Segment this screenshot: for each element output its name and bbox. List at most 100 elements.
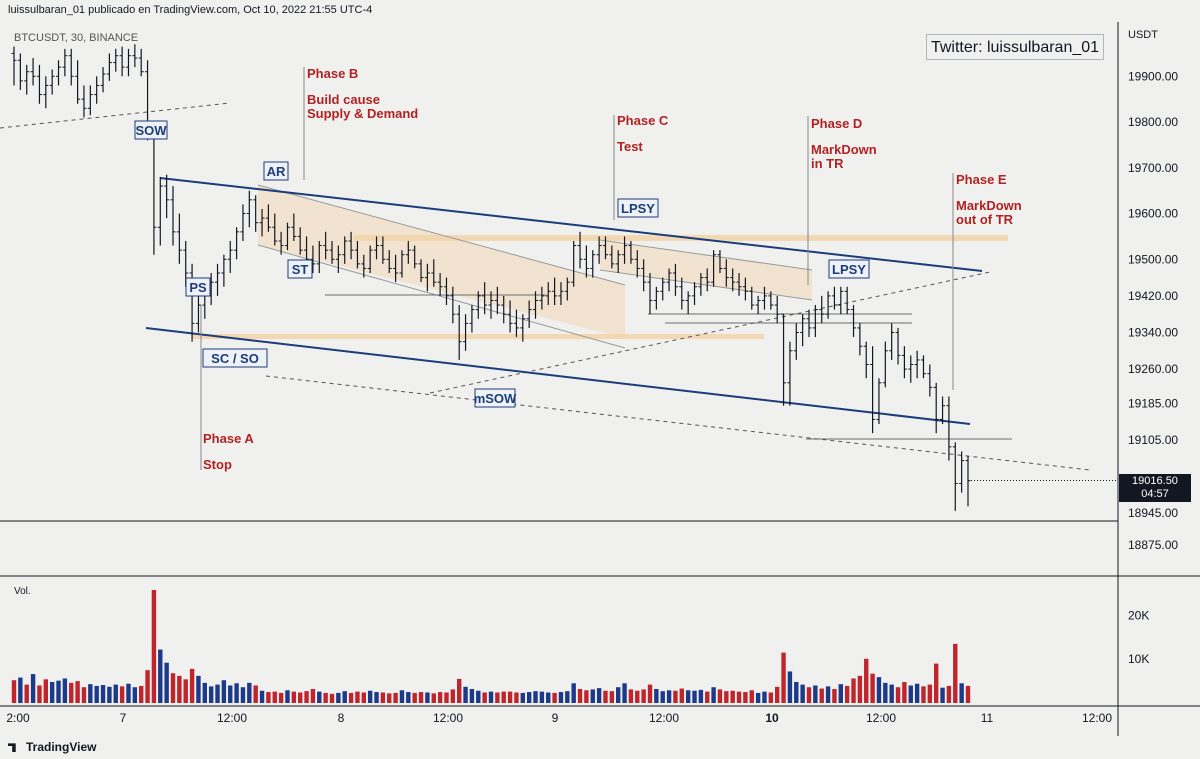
- volume-bar: [819, 688, 824, 703]
- volume-bar: [673, 690, 678, 703]
- volume-bar: [641, 689, 646, 703]
- ohlc-candle: [698, 273, 704, 296]
- ohlc-candle: [488, 291, 494, 319]
- dashed-trendline: [0, 102, 231, 129]
- volume-bar: [628, 689, 634, 703]
- volume-bar: [208, 686, 214, 703]
- volume-bar: [444, 692, 449, 703]
- volume-bar: [775, 686, 780, 703]
- bar-countdown: 04:57: [1141, 488, 1169, 500]
- ohlc-candle: [666, 268, 672, 292]
- volume-bar: [49, 681, 55, 703]
- ohlc-candle: [56, 60, 62, 86]
- price-tick-label: 19900.00: [1128, 69, 1178, 83]
- price-chart[interactable]: USDT 19900.00 19800.00 19700.00 19600.00 1950…: [0, 0, 1200, 736]
- volume-bar: [145, 670, 150, 703]
- volume-bar: [857, 675, 863, 703]
- volume-bar: [151, 590, 157, 703]
- phase-note: Test: [617, 139, 643, 154]
- volume-bar: [666, 690, 672, 703]
- ohlc-candle: [284, 222, 290, 251]
- volume-bar: [37, 685, 42, 703]
- ohlc-candle: [386, 250, 392, 274]
- volume-bar: [272, 691, 277, 703]
- ohlc-candle: [278, 231, 284, 255]
- ohlc-candle: [901, 346, 907, 379]
- volume-bar: [81, 687, 87, 703]
- volume-bar: [711, 687, 716, 703]
- wyckoff-label: PS: [189, 280, 207, 295]
- volume-bar: [119, 686, 125, 703]
- ohlc-candle: [272, 213, 278, 246]
- ohlc-candle: [863, 341, 869, 379]
- volume-bar: [558, 692, 564, 703]
- ohlc-candle: [482, 282, 488, 315]
- volume-bar: [437, 692, 443, 703]
- wyckoff-label-box: [474, 388, 516, 408]
- ohlc-candle: [857, 323, 863, 356]
- phase-note: Stop: [203, 457, 232, 472]
- ohlc-candle: [552, 277, 558, 306]
- ohlc-candle: [36, 64, 42, 104]
- ohlc-candle: [628, 240, 634, 264]
- tradingview-logo[interactable]: TradingView: [8, 740, 96, 754]
- ohlc-candle: [297, 227, 303, 255]
- ohlc-candle: [157, 176, 163, 246]
- last-price: 19016.50: [1132, 475, 1178, 487]
- volume-bar: [196, 675, 201, 703]
- volume-bar: [393, 692, 398, 703]
- ohlc-candle: [819, 295, 825, 324]
- price-tick-label: 19800.00: [1128, 115, 1178, 129]
- volume-bar: [953, 643, 958, 703]
- volume-bar: [221, 680, 227, 703]
- ohlc-candle: [634, 250, 640, 278]
- ohlc-candle: [393, 254, 399, 283]
- time-tick-label: 8: [338, 711, 345, 725]
- ohlc-candle: [793, 323, 799, 360]
- ohlc-candle: [672, 263, 678, 296]
- ohlc-candle: [609, 245, 615, 269]
- wyckoff-label-box: [134, 120, 168, 140]
- ohlc-candle: [329, 240, 335, 264]
- ohlc-candle: [265, 204, 271, 232]
- ohlc-candle: [176, 213, 182, 264]
- ohlc-candle: [234, 227, 240, 260]
- volume-bar: [724, 691, 729, 703]
- volume-bar: [565, 691, 570, 703]
- publish-header: luissulbaran_01 publicado en TradingView…: [0, 0, 1200, 22]
- ohlc-candle: [450, 286, 456, 324]
- ohlc-candle: [851, 305, 857, 338]
- price-tick-label: 19340.00: [1128, 325, 1178, 339]
- volume-bar: [787, 671, 793, 703]
- volume-bar: [418, 692, 424, 703]
- volume-bar: [266, 692, 271, 703]
- ohlc-candle: [870, 346, 876, 434]
- ohlc-candle: [62, 48, 68, 77]
- ohlc-candle: [75, 60, 81, 104]
- footer-bar: TradingView: [0, 736, 1200, 759]
- volume-bar: [355, 691, 360, 703]
- ohlc-candle: [539, 286, 545, 310]
- volume-bar: [495, 692, 500, 703]
- ohlc-candle: [844, 286, 850, 315]
- volume-bar: [539, 691, 545, 703]
- volume-bar: [24, 684, 29, 703]
- ohlc-candle: [838, 286, 844, 315]
- volume-bar: [310, 688, 316, 703]
- volume-bar: [546, 692, 551, 703]
- volume-bar: [864, 658, 869, 703]
- volume-bar: [69, 682, 74, 703]
- ohlc-candle: [412, 245, 418, 269]
- volume-bar: [507, 691, 513, 703]
- volume-bar: [749, 690, 754, 703]
- ohlc-candle: [49, 69, 55, 95]
- volume-bar: [323, 692, 328, 703]
- ohlc-candle: [564, 277, 570, 301]
- ohlc-candle: [310, 245, 316, 274]
- ohlc-candle: [647, 273, 653, 315]
- volume-bar: [291, 691, 297, 703]
- ohlc-candle: [933, 382, 939, 434]
- volume-bar: [94, 685, 99, 703]
- volume-bar: [425, 692, 430, 703]
- ohlc-candle: [787, 341, 793, 406]
